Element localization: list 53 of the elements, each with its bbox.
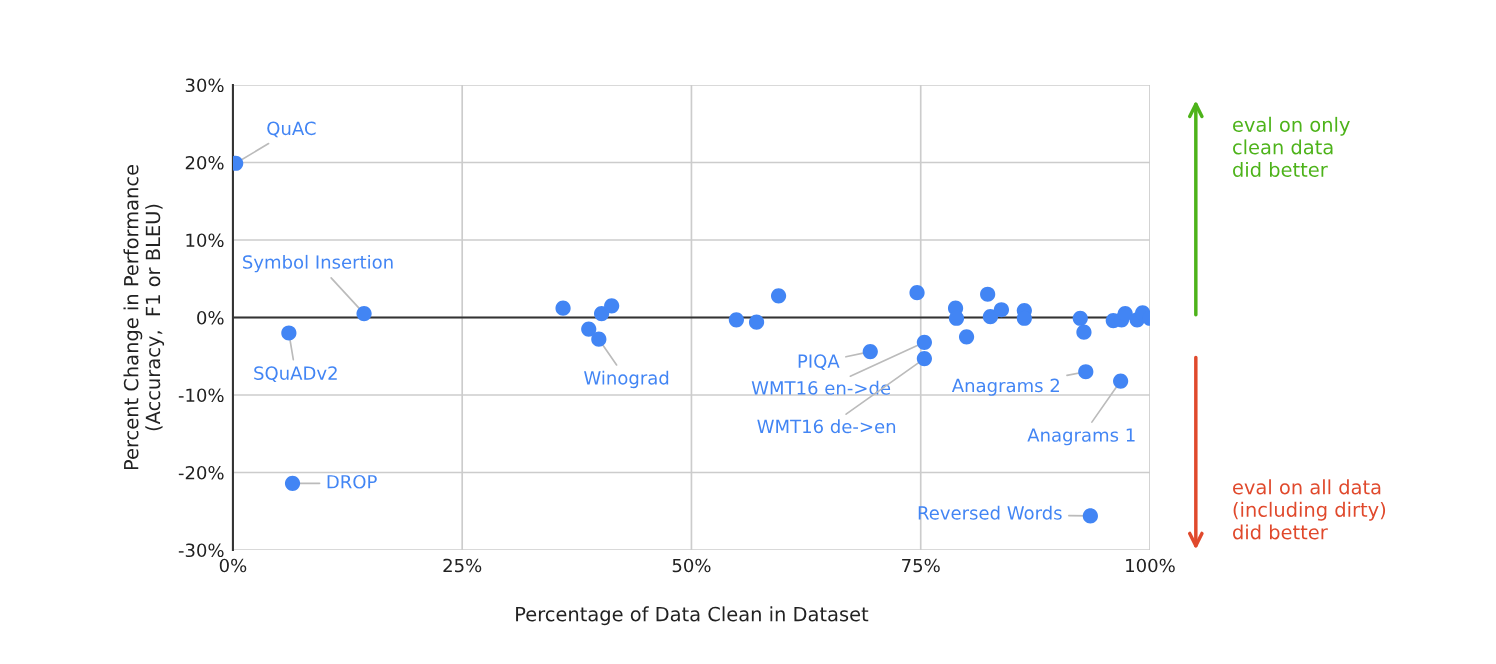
point [909,285,925,301]
point [770,288,787,304]
x-tick-label: 0% [219,558,247,573]
point [284,475,301,491]
point [916,334,932,350]
point [581,321,597,337]
point [958,329,975,345]
text: eval on only clean data did better [1233,116,1350,177]
point [281,325,297,341]
annotation: SQuADv2 [254,366,337,382]
y-tick-label: 0% [197,310,224,325]
point [604,298,620,314]
y-axis-title: Percent Change in Performance (Accuracy, F1 or BLEU) [123,164,165,470]
x-tick-label: 50% [672,558,711,573]
x-tick-label: 100% [1126,558,1175,573]
point [356,306,372,322]
annotation: Anagrams 1 [1027,428,1135,446]
y-tick-label: 10% [186,233,224,248]
y-tick-label: -20% [178,465,224,480]
x-tick-label: 75% [902,558,940,573]
point [555,300,571,316]
annotation: WMT16 de->en [757,419,896,434]
point [1113,373,1129,389]
annotation: Reversed Words [918,505,1062,520]
x-tick-label: 25% [443,558,482,573]
annotation: Anagrams 2 [951,378,1059,396]
annotation: QuAC [267,121,316,138]
annotation: PIQA [798,354,840,371]
annotation: Symbol Insertion [243,254,393,273]
point [1072,310,1088,326]
point [1078,364,1094,380]
point [748,314,765,330]
annotation: DROP [327,474,377,489]
annotation: WMT16 en->de [751,380,891,395]
annotation: Winograd [584,370,669,389]
y-tick-label: -30% [178,543,224,558]
point [916,350,932,367]
y-tick-label: 20% [185,155,224,170]
point [728,312,744,328]
point [980,286,996,302]
point [1076,324,1092,340]
text: eval on all data (including dirty) did better [1233,479,1386,540]
y-tick-label: 30% [185,78,224,93]
point [593,306,610,322]
point [862,343,878,360]
y-tick-label: -10% [178,388,224,403]
point [1117,306,1133,322]
x-axis-title: Percentage of Data Clean in Dataset [516,606,869,626]
point [591,331,607,347]
point [948,310,965,326]
point [1082,508,1098,524]
point [993,302,1010,318]
point [982,309,999,325]
